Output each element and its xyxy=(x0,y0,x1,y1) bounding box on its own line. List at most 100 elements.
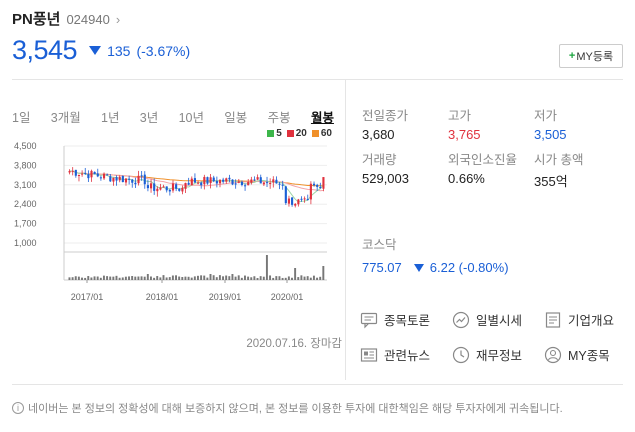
candle-body xyxy=(322,177,325,189)
volume-bar xyxy=(131,276,134,280)
y-tick-label: 4,500 xyxy=(14,141,37,151)
prev-close: 전일종가 3,680 xyxy=(362,109,409,142)
tab-period-3[interactable]: 3년 xyxy=(139,111,159,125)
candle-body xyxy=(256,177,259,180)
candle-body xyxy=(81,173,84,175)
volume-bar xyxy=(121,277,124,280)
price-chart[interactable]: 4,500 3,800 3,100 2,400 1,700 1,000 2017/01 201… xyxy=(12,140,334,310)
candle-body xyxy=(168,189,171,192)
candle-body xyxy=(143,174,146,185)
tab-period-5[interactable]: 일봉 xyxy=(224,111,248,125)
volume-bar xyxy=(300,275,303,280)
volume-bar xyxy=(109,276,112,280)
candle-body xyxy=(87,174,90,179)
clock-icon xyxy=(452,346,470,363)
tab-period-6[interactable]: 주봉 xyxy=(267,111,291,125)
legend-label: 20 xyxy=(295,128,307,139)
ma5-line xyxy=(69,170,324,203)
x-tick-label: 2018/01 xyxy=(146,292,179,302)
stock-name[interactable]: PN풍년 xyxy=(12,11,61,28)
volume-bar xyxy=(297,277,300,280)
link-discussion[interactable]: 종목토론 xyxy=(360,310,452,329)
stock-code[interactable]: 024940 xyxy=(66,12,110,27)
candle-body xyxy=(90,170,93,178)
market-cap: 시가 총액 355억 xyxy=(534,153,584,189)
candle-body xyxy=(175,184,178,189)
candle-body xyxy=(312,183,316,186)
candle-body xyxy=(225,178,228,182)
volume-bar xyxy=(165,277,168,280)
discussion-icon xyxy=(360,312,378,328)
candle-body xyxy=(265,182,269,184)
foreign-ratio: 외국인소진율 0.66% xyxy=(448,153,518,186)
volume-bar xyxy=(124,276,127,280)
volume-bar xyxy=(171,275,174,280)
y-tick-label: 3,800 xyxy=(14,160,37,170)
volume-bar xyxy=(225,275,228,280)
chart-date-label: 2020.07.16. 장마감 xyxy=(246,338,342,350)
low-price: 저가 3,505 xyxy=(534,109,567,142)
volume-bar xyxy=(96,276,99,280)
tab-period-0[interactable]: 1일 xyxy=(12,111,31,125)
candle-body xyxy=(193,178,196,183)
candle-body xyxy=(93,171,96,175)
volume-bar xyxy=(237,275,240,280)
stock-header: PN풍년 024940 › 3,545 135 (-3.67%) + MY등록 xyxy=(12,8,623,78)
ma20-line xyxy=(69,170,324,192)
candle-body xyxy=(316,184,319,187)
candle-body xyxy=(287,198,291,204)
volume-bar xyxy=(303,276,306,280)
volume-bar xyxy=(278,276,281,280)
volume-bar xyxy=(228,276,231,280)
tab-period-1[interactable]: 3개월 xyxy=(50,111,81,125)
y-tick-label: 1,700 xyxy=(14,219,37,229)
candle-body xyxy=(159,187,162,190)
candle-body xyxy=(165,186,168,191)
kosdaq-value: 775.07 xyxy=(362,260,402,275)
down-arrow-icon xyxy=(413,263,424,272)
candle-body xyxy=(237,181,240,183)
volume-bar xyxy=(137,276,140,280)
volume-bar xyxy=(234,276,237,280)
volume-bar xyxy=(156,276,159,280)
link-related-news[interactable]: 관련뉴스 xyxy=(360,345,452,364)
volume-bar xyxy=(269,275,272,280)
link-my-stocks[interactable]: MY종목 xyxy=(544,345,625,364)
my-register-label: MY등록 xyxy=(576,51,614,63)
link-company-overview[interactable]: 기업개요 xyxy=(544,310,625,329)
y-tick-label: 3,100 xyxy=(14,180,37,190)
candle-body xyxy=(244,185,247,187)
volume-bar xyxy=(281,277,284,280)
divider xyxy=(345,80,346,380)
stock-info: 전일종가 3,680 고가 3,765 저가 3,505 거래량 529,003… xyxy=(362,108,622,190)
candle-body xyxy=(284,186,287,204)
news-icon xyxy=(360,347,378,362)
link-daily-price[interactable]: 일별시세 xyxy=(452,310,544,329)
document-icon xyxy=(545,311,561,328)
volume-bar xyxy=(244,275,246,280)
candle-body xyxy=(250,179,253,183)
candle-body xyxy=(291,197,294,205)
volume-bar xyxy=(115,275,118,280)
volume-bar xyxy=(102,275,105,280)
volume-bar xyxy=(231,274,234,280)
volume-bar xyxy=(178,276,181,280)
candle-body xyxy=(240,181,244,185)
volume-bar xyxy=(153,277,156,280)
chart-legend: 5 20 60 xyxy=(240,128,332,139)
kosdaq-change: 6.22 (-0.80%) xyxy=(429,260,509,275)
candle-body xyxy=(234,183,237,185)
link-financial-info[interactable]: 재무정보 xyxy=(452,345,544,364)
volume-bar xyxy=(240,277,243,280)
volume-bar xyxy=(215,277,218,280)
tab-period-2[interactable]: 1년 xyxy=(101,111,120,125)
volume-bar xyxy=(143,276,146,280)
volume-bar xyxy=(118,277,121,280)
tab-period-4[interactable]: 10년 xyxy=(178,111,204,125)
my-register-button[interactable]: + MY등록 xyxy=(559,44,623,68)
quick-links: 종목토론 일별시세 기업개요 관련뉴스 재무정보 MY종목 xyxy=(360,310,625,364)
chevron-right-icon[interactable]: › xyxy=(115,12,121,27)
tab-period-7[interactable]: 월봉 xyxy=(310,111,334,125)
candle-body xyxy=(215,180,218,184)
candle-body xyxy=(212,177,215,182)
